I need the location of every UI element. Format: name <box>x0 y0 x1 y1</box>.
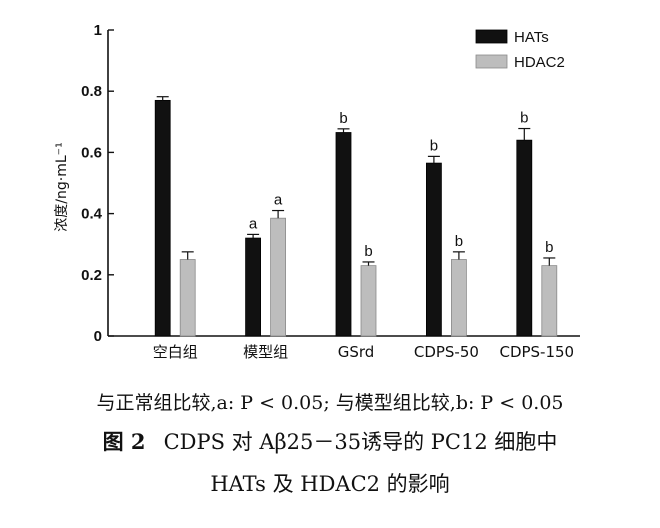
bar <box>360 265 377 337</box>
chart-legend: HATs HDAC2 <box>475 29 565 71</box>
bar <box>425 162 442 337</box>
significance-label: a <box>274 192 283 209</box>
bar-group: 空白组 <box>153 96 198 361</box>
figure-number: 图 2 <box>102 429 146 454</box>
bar <box>541 265 558 337</box>
legend-swatch <box>475 29 508 44</box>
significance-label: a <box>249 215 258 232</box>
bar-group: b b GSrd <box>335 110 377 361</box>
bar <box>154 99 171 337</box>
bar <box>179 259 196 337</box>
chart-axes: 0 0.2 0.4 0.6 0.8 1 浓度/ng·mL⁻¹ <box>54 22 580 345</box>
bar-group: aa 模型组 <box>243 192 288 361</box>
significance-label: b <box>455 233 463 250</box>
significance-note: 与正常组比较,a: P < 0.05; 与模型组比较,b: P < 0.05 <box>96 392 564 414</box>
legend-swatch <box>475 54 508 69</box>
legend-label: HATs <box>514 29 549 46</box>
y-tick-label: 0.8 <box>81 83 102 100</box>
bar <box>450 259 467 337</box>
bar-group: b b CDPS-150 <box>499 110 574 361</box>
x-tick-label: 模型组 <box>243 343 288 361</box>
y-tick-label: 0.2 <box>81 267 102 284</box>
significance-label: b <box>520 110 528 127</box>
x-tick-label: GSrd <box>338 343 375 361</box>
y-tick-label: 0.4 <box>81 206 103 223</box>
figure-caption-line-2: HATs 及 HDAC2 的影响 <box>210 472 450 496</box>
significance-label: b <box>545 239 553 256</box>
x-tick-label: CDPS-50 <box>414 343 479 361</box>
bar <box>270 217 287 337</box>
y-tick-label: 0.6 <box>81 144 102 161</box>
figure-caption-line-1: 图 2 CDPS 对 Aβ25－35诱导的 PC12 细胞中 <box>0 426 660 456</box>
x-tick-label: 空白组 <box>153 343 198 361</box>
y-tick-label: 1 <box>94 22 102 39</box>
significance-label: b <box>364 243 372 260</box>
bar <box>245 237 262 337</box>
bar <box>335 132 352 337</box>
chart-bars: 空白组 aa 模型组 b b GSrd b b CDPS-50 b b CDPS-150 <box>153 96 574 361</box>
y-tick-label: 0 <box>94 328 102 345</box>
y-axis-label: 浓度/ng·mL⁻¹ <box>54 142 70 231</box>
bar-group: b b CDPS-50 <box>414 137 479 361</box>
significance-label: b <box>339 110 347 127</box>
x-tick-label: CDPS-150 <box>499 343 574 361</box>
figure-title-line-1: CDPS 对 Aβ25－35诱导的 PC12 细胞中 <box>163 430 558 454</box>
significance-label: b <box>430 137 438 154</box>
legend-label: HDAC2 <box>514 54 565 71</box>
bar <box>516 139 533 337</box>
